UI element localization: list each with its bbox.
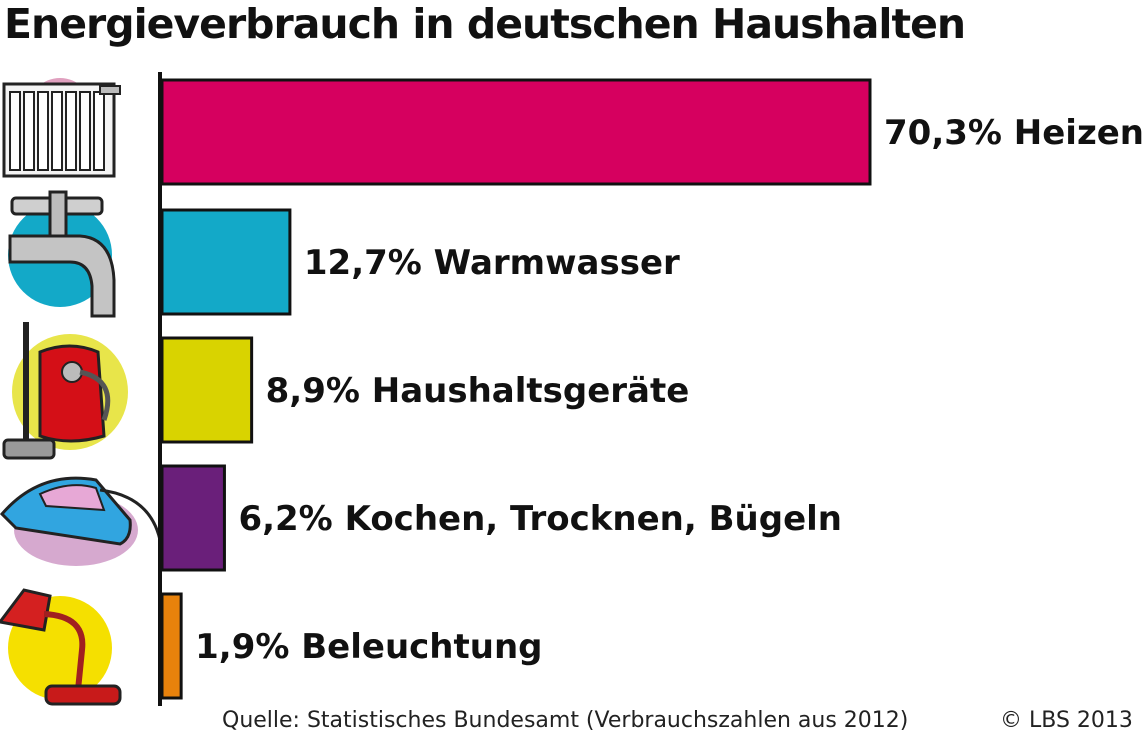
vacuum-cleaner-icon — [2, 322, 128, 460]
bar-beleuchtung — [160, 592, 183, 700]
bar-haushaltsgeraete — [160, 336, 254, 444]
data-label-warmwasser: 12,7% Warmwasser — [304, 243, 680, 283]
data-label-haushaltsgeraete: 8,9% Haushaltsgeräte — [266, 371, 690, 411]
bar-heizen — [160, 78, 872, 186]
desk-lamp-icon — [0, 588, 122, 706]
copyright-note: © LBS 2013 — [1000, 708, 1133, 733]
data-label-beleuchtung: 1,9% Beleuchtung — [195, 627, 542, 667]
data-label-heizen: 70,3% Heizen — [884, 113, 1144, 153]
data-label-kochen-trocknen-buegeln: 6,2% Kochen, Trocknen, Bügeln — [238, 499, 842, 539]
source-note: Quelle: Statistisches Bundesamt (Verbrau… — [222, 708, 909, 733]
radiator-icon — [2, 78, 121, 178]
chart-title: Energieverbrauch in deutschen Haushalten — [4, 0, 966, 48]
water-tap-icon — [8, 190, 116, 318]
iron-icon — [0, 476, 162, 566]
bar-kochen-trocknen-buegeln — [160, 464, 226, 572]
bar-warmwasser — [160, 208, 292, 316]
